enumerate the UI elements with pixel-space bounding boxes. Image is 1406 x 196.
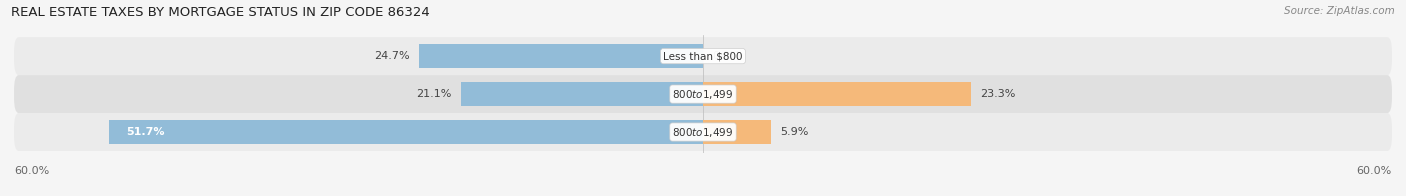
Text: 60.0%: 60.0% (1357, 166, 1392, 176)
Text: 23.3%: 23.3% (980, 89, 1015, 99)
Text: 0.0%: 0.0% (713, 51, 741, 61)
Bar (110, 120, 703, 144)
FancyBboxPatch shape (14, 113, 1392, 151)
Text: $800 to $1,499: $800 to $1,499 (672, 125, 734, 139)
Text: REAL ESTATE TAXES BY MORTGAGE STATUS IN ZIP CODE 86324: REAL ESTATE TAXES BY MORTGAGE STATUS IN … (11, 6, 430, 19)
Text: Less than $800: Less than $800 (664, 51, 742, 61)
FancyBboxPatch shape (14, 75, 1392, 113)
Text: 5.9%: 5.9% (780, 127, 808, 137)
Text: Source: ZipAtlas.com: Source: ZipAtlas.com (1284, 6, 1395, 16)
Text: 21.1%: 21.1% (416, 89, 451, 99)
Text: 51.7%: 51.7% (127, 127, 165, 137)
FancyBboxPatch shape (14, 37, 1392, 75)
Text: 60.0%: 60.0% (14, 166, 49, 176)
Bar (703, 82, 970, 106)
Text: $800 to $1,499: $800 to $1,499 (672, 88, 734, 101)
Bar (703, 120, 770, 144)
Bar (419, 44, 703, 68)
Text: 24.7%: 24.7% (374, 51, 411, 61)
Bar (461, 82, 703, 106)
